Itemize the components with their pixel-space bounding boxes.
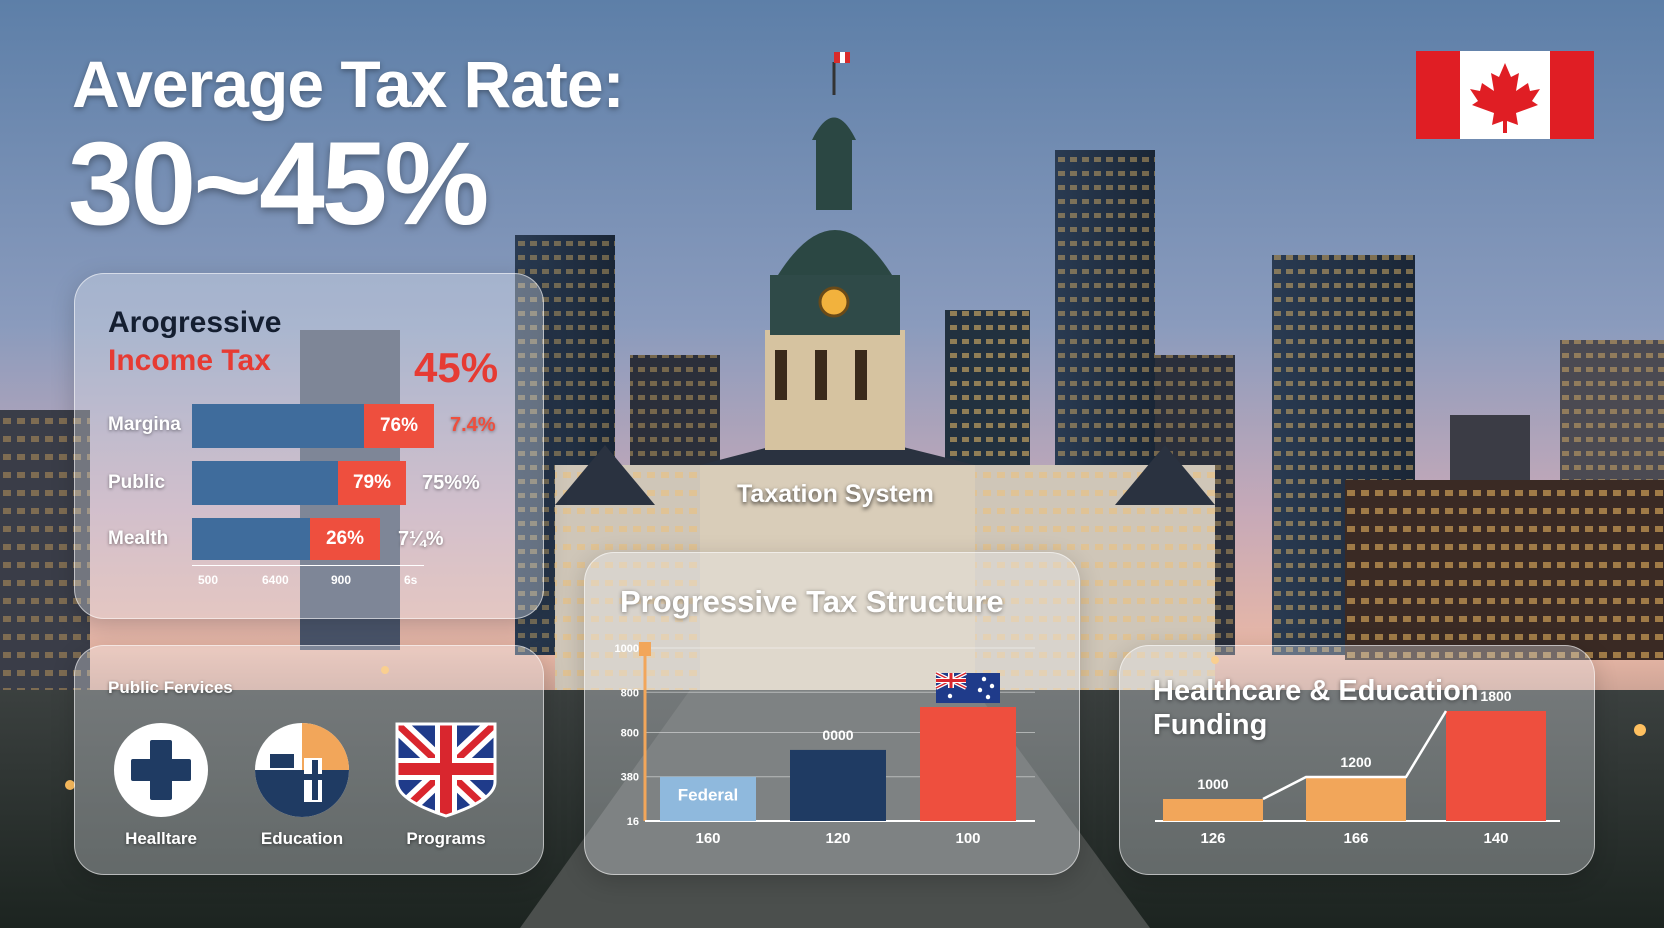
income-panel-headline-value: 45% — [414, 344, 499, 391]
services-panel-title: Public Fervices — [108, 678, 233, 697]
income-row-bar-label: 26% — [310, 518, 380, 560]
education-puzzle-icon — [255, 723, 349, 817]
y-tick-label: 16 — [627, 816, 639, 828]
income-axis-tick: 6s — [404, 573, 418, 587]
income-row-bar-label: 79% — [338, 461, 406, 505]
healthcare-chart-title: Healthcare & Education Funding — [1153, 675, 1479, 741]
income-axis-tick: 6400 — [262, 573, 289, 587]
x-tick-label: 100 — [955, 830, 980, 847]
bar — [1163, 799, 1263, 821]
income-row-label: Public — [108, 472, 166, 493]
income-axis-tick: 900 — [331, 573, 352, 587]
income-row-value: 7¼% — [398, 528, 444, 550]
service-label-programs: Programs — [406, 829, 486, 848]
government-building — [555, 52, 1215, 695]
income-panel-subheading: Income Tax — [108, 344, 271, 377]
income-row-bar — [192, 404, 364, 448]
progressive-chart-title: Progressive Tax Structure — [620, 584, 1004, 619]
data-label: 1800 — [1480, 688, 1511, 704]
data-label: Federal — [678, 786, 738, 805]
income-axis-tick: 500 — [198, 573, 219, 587]
income-row-label: Mealth — [108, 528, 169, 549]
x-tick-label: 140 — [1483, 830, 1508, 847]
income-panel-heading: Arogressive — [108, 306, 282, 339]
canada-flag-icon — [1416, 51, 1594, 139]
income-row-value: 75%% — [422, 472, 480, 494]
bar — [790, 749, 886, 821]
data-label: 0000 — [822, 727, 853, 743]
y-tick-label: 800 — [621, 687, 639, 699]
bar — [920, 707, 1016, 821]
x-tick-label: 120 — [825, 830, 850, 847]
bar — [1306, 777, 1406, 821]
income-axis-line — [192, 565, 424, 566]
street-lights — [65, 656, 1646, 790]
data-label: 1200 — [1340, 754, 1371, 770]
y-axis-cap — [639, 642, 651, 656]
x-tick-label: 166 — [1343, 830, 1368, 847]
page-title: Average Tax Rate: — [72, 47, 625, 121]
trend-line — [1262, 710, 1448, 801]
taxation-system-label: Taxation System — [737, 480, 934, 508]
uk-flag-shield-icon — [395, 722, 497, 818]
y-tick-label: 800 — [621, 727, 639, 739]
service-label-healthcare: Healltare — [125, 829, 197, 848]
bar — [660, 776, 756, 821]
bar — [1446, 711, 1546, 821]
australia-flag-icon — [935, 671, 1000, 704]
medical-cross-icon — [114, 723, 208, 817]
y-tick-label: 380 — [621, 772, 639, 784]
service-label-education: Education — [260, 829, 344, 848]
y-tick-label: 1000 — [615, 643, 639, 655]
page-title-value: 30~45% — [68, 118, 489, 250]
x-tick-label: 126 — [1200, 830, 1225, 847]
x-tick-label: 160 — [695, 830, 720, 847]
income-row-bar-label: 76% — [364, 404, 434, 448]
income-row-bar — [192, 518, 310, 560]
data-label: 1000 — [1197, 776, 1228, 792]
income-row-value: 7.4% — [450, 414, 496, 436]
income-row-label: Margina — [108, 414, 181, 435]
income-row-bar — [192, 461, 338, 505]
